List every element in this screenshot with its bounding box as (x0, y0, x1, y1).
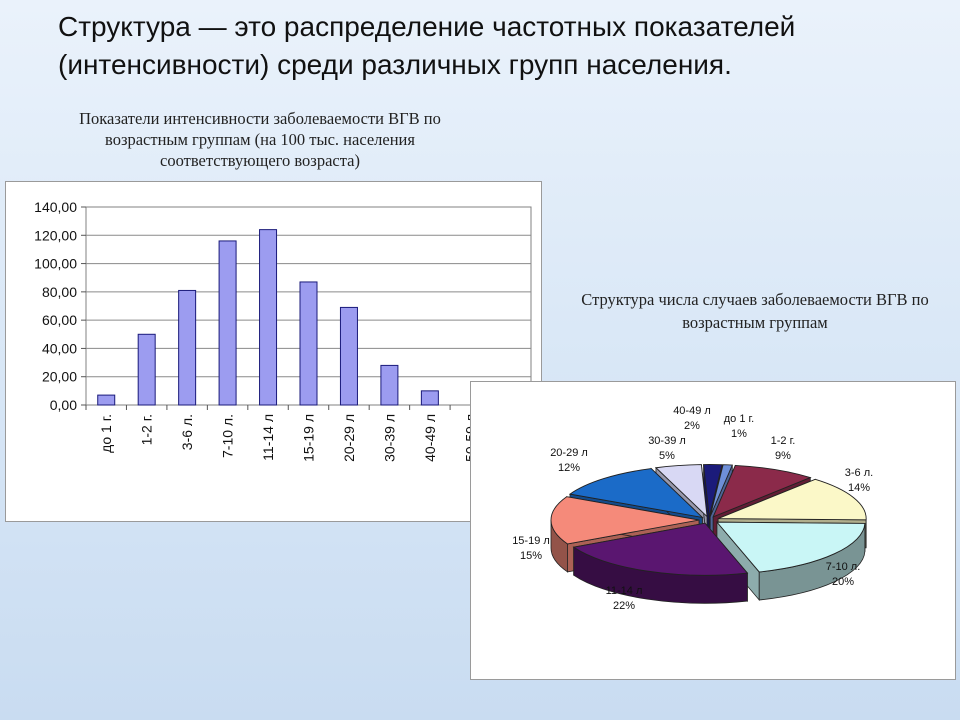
pie-slice-3 (715, 521, 866, 573)
y-tick-label: 80,00 (42, 284, 77, 300)
x-tick-label: 15-19 л (301, 414, 317, 462)
bar-chart-title: Показатели интенсивности заболеваемости … (79, 109, 441, 170)
pie-label: 15-19 л (512, 535, 550, 547)
pie-slice-1 (712, 464, 812, 518)
y-tick-label: 140,00 (34, 199, 77, 215)
x-tick-label: 30-39 л (381, 414, 397, 462)
bar-4 (259, 229, 278, 406)
bar-5 (299, 281, 318, 406)
pie-pct-label: 12% (558, 462, 580, 474)
x-tick-label: 7-10 л. (220, 414, 236, 458)
bar-chart: 0,00 20,00 40,00 60,00 80,00 100,00 120,00 140,… (34, 199, 532, 487)
pie-pct-label: 9% (775, 450, 791, 462)
bar-8 (420, 390, 439, 406)
bar-7 (380, 364, 399, 406)
y-tick-label: 100,00 (34, 256, 77, 272)
pie-pct-label: 15% (520, 550, 542, 562)
pie-chart-panel: до 1 г. 1% 1-2 г. 9% 3-6 л. 14% 7-10 л. 20% 11-1… (470, 381, 956, 680)
x-tick-label: 11-14 л (260, 414, 276, 461)
bar-3 (218, 240, 237, 406)
pie-pct-label: 20% (832, 576, 854, 588)
pie-slice-0 (709, 464, 733, 517)
bar-0 (97, 394, 116, 406)
x-tick-label: 1-2 г. (139, 414, 155, 445)
x-tick-label: 40-49 л (422, 414, 438, 462)
pie-pct-label: 22% (613, 600, 635, 612)
y-tick-label: 20,00 (42, 369, 77, 385)
pie-label: 3-6 л. (845, 467, 873, 479)
pie-slice-5 (550, 496, 700, 545)
y-tick-label: 120,00 (34, 227, 77, 243)
pie-chart: до 1 г. 1% 1-2 г. 9% 3-6 л. 14% 7-10 л. 20% 11-1… (512, 405, 873, 612)
pie-label: 20-29 л (550, 447, 588, 459)
pie-slice-2 (717, 478, 867, 521)
bar-1 (137, 333, 156, 406)
pie-chart-title: Структура числа случаев заболеваемости В… (581, 290, 929, 332)
pie-pct-label: 14% (848, 482, 870, 494)
bar-2 (178, 289, 197, 406)
pie-label: 1-2 г. (771, 435, 796, 447)
y-tick-label: 60,00 (42, 312, 77, 328)
pie-pct-label: 2% (684, 420, 700, 432)
pie-label: 11-14 л (606, 585, 643, 597)
x-tick-label: 3-6 л. (179, 414, 195, 450)
pie-slice-7 (654, 464, 708, 518)
pie-slice-8 (703, 464, 723, 517)
pie-slice-6 (568, 468, 704, 519)
pie-label: 40-49 л (673, 405, 711, 417)
x-tick-label: до 1 г. (98, 414, 114, 453)
pie-slice-4 (572, 522, 749, 576)
y-tick-label: 0,00 (50, 397, 77, 413)
pie-pct-label: 1% (731, 428, 747, 440)
pie-label: 30-39 л (648, 435, 686, 447)
bar-6 (339, 306, 358, 406)
pie-label: 7-10 л. (826, 561, 861, 573)
y-tick-label: 40,00 (42, 340, 77, 356)
slide-title: Структура — это распределение частотных … (58, 11, 796, 80)
pie-label: до 1 г. (724, 413, 755, 425)
x-tick-label: 20-29 л (341, 414, 357, 462)
pie-pct-label: 5% (659, 450, 675, 462)
bar-chart-panel: 0,00 20,00 40,00 60,00 80,00 100,00 120,00 140,… (5, 181, 542, 522)
